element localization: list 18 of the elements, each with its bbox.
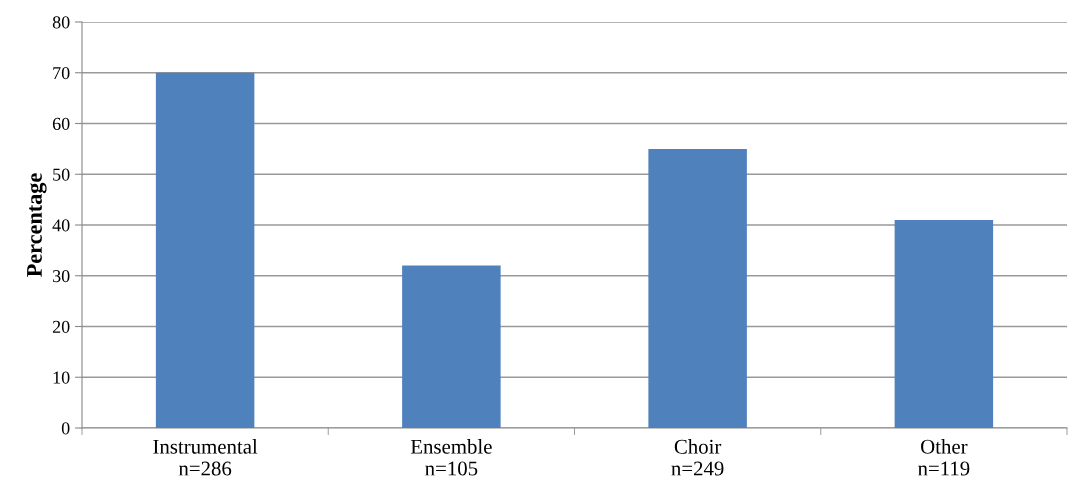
bar xyxy=(402,265,501,428)
y-tick-label: 70 xyxy=(53,67,70,80)
bar xyxy=(155,72,255,428)
x-tick-label: Ensemble n=105 xyxy=(410,439,492,476)
y-tick-label: 10 xyxy=(53,371,70,384)
y-tick-label: 50 xyxy=(53,168,70,181)
y-tick-label: 0 xyxy=(61,422,70,435)
y-tick-label: 40 xyxy=(52,219,70,232)
bar xyxy=(894,219,994,428)
y-tick-label: 20 xyxy=(52,320,70,333)
x-tick-label: Other n=119 xyxy=(918,439,970,476)
y-axis-title: Percentage xyxy=(27,173,47,277)
bar xyxy=(648,148,747,428)
y-tick-label: 30 xyxy=(53,270,70,283)
y-tick-label: 60 xyxy=(52,117,70,130)
x-tick-label: Choir n=249 xyxy=(671,439,724,476)
y-tick-label: 80 xyxy=(52,16,70,29)
x-tick-label: Instrumental n=286 xyxy=(153,439,258,476)
